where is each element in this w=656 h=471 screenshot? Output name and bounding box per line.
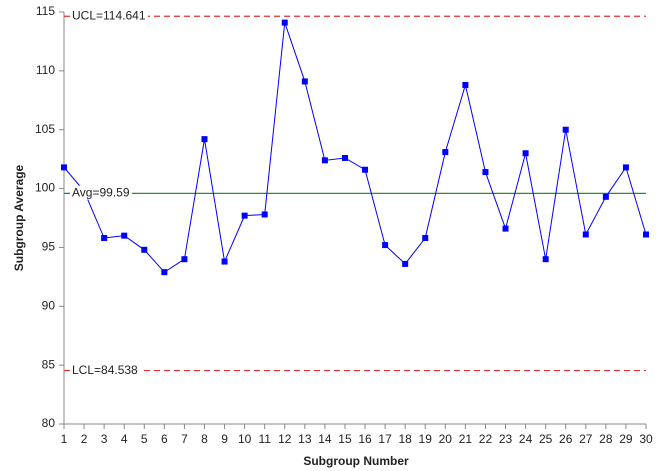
data-point — [241, 212, 248, 219]
x-axis-title: Subgroup Number — [303, 454, 409, 468]
x-tick-label: 5 — [141, 432, 148, 446]
x-tick-label: 10 — [238, 432, 252, 446]
y-tick-label: 100 — [35, 181, 55, 195]
control-line-label: Avg=99.59 — [72, 186, 130, 200]
control-line-label: LCL=84.538 — [72, 363, 138, 377]
x-tick-label: 14 — [318, 432, 332, 446]
x-tick-label: 19 — [419, 432, 433, 446]
data-point — [261, 211, 268, 218]
y-tick-label: 115 — [36, 4, 55, 18]
data-point — [301, 78, 308, 85]
x-tick-label: 15 — [338, 432, 352, 446]
x-tick-label: 13 — [298, 432, 312, 446]
data-point — [522, 150, 529, 157]
data-point — [201, 136, 208, 143]
y-tick-label: 95 — [42, 240, 56, 254]
data-point — [462, 81, 469, 88]
data-point — [61, 164, 67, 171]
data-point — [161, 269, 168, 276]
y-axis-title: Subgroup Average — [12, 164, 26, 271]
data-point — [101, 235, 108, 242]
data-point — [602, 193, 609, 200]
data-point — [382, 242, 389, 249]
x-tick-label: 29 — [619, 432, 633, 446]
x-tick-label: 25 — [539, 432, 553, 446]
x-tick-label: 21 — [459, 432, 473, 446]
x-tick-label: 11 — [258, 432, 271, 446]
x-tick-label: 3 — [101, 432, 108, 446]
data-point — [181, 256, 188, 263]
data-point — [442, 149, 449, 156]
x-tick-label: 2 — [81, 432, 88, 446]
x-tick-label: 1 — [61, 432, 68, 446]
x-tick-label: 6 — [161, 432, 168, 446]
x-tick-label: 20 — [439, 432, 453, 446]
x-tick-label: 22 — [479, 432, 493, 446]
data-point — [482, 169, 489, 176]
data-point — [321, 157, 328, 164]
x-tick-label: 7 — [181, 432, 188, 446]
data-point — [121, 232, 128, 239]
data-point — [362, 166, 369, 173]
data-point — [622, 164, 629, 171]
x-tick-label: 9 — [221, 432, 228, 446]
x-tick-label: 30 — [639, 432, 653, 446]
control-line-label: UCL=114.641 — [72, 8, 146, 22]
x-tick-label: 26 — [559, 432, 573, 446]
y-tick-label: 105 — [35, 122, 55, 136]
data-point — [502, 225, 509, 232]
y-tick-label: 80 — [42, 416, 56, 430]
x-tick-label: 23 — [499, 432, 513, 446]
x-tick-label: 28 — [599, 432, 613, 446]
y-tick-label: 110 — [36, 63, 55, 77]
x-tick-label: 16 — [358, 432, 372, 446]
data-point — [221, 258, 228, 265]
x-tick-label: 24 — [519, 432, 533, 446]
data-point — [402, 260, 409, 267]
label-background — [70, 8, 148, 23]
data-point — [422, 235, 429, 242]
x-tick-label: 8 — [201, 432, 208, 446]
x-tick-label: 4 — [121, 432, 128, 446]
y-tick-label: 90 — [42, 298, 56, 312]
x-tick-label: 27 — [579, 432, 593, 446]
data-point — [281, 19, 288, 26]
data-point — [141, 246, 148, 253]
data-point — [341, 154, 348, 161]
label-background — [70, 362, 141, 377]
data-point — [643, 231, 649, 238]
x-tick-label: 12 — [278, 432, 292, 446]
label-background — [70, 185, 132, 200]
y-tick-label: 85 — [42, 357, 56, 371]
series-line — [63, 22, 647, 273]
data-point — [542, 256, 549, 263]
data-point — [582, 231, 589, 238]
x-tick-label: 17 — [378, 432, 392, 446]
data-point — [562, 126, 569, 133]
x-tick-label: 18 — [398, 432, 412, 446]
